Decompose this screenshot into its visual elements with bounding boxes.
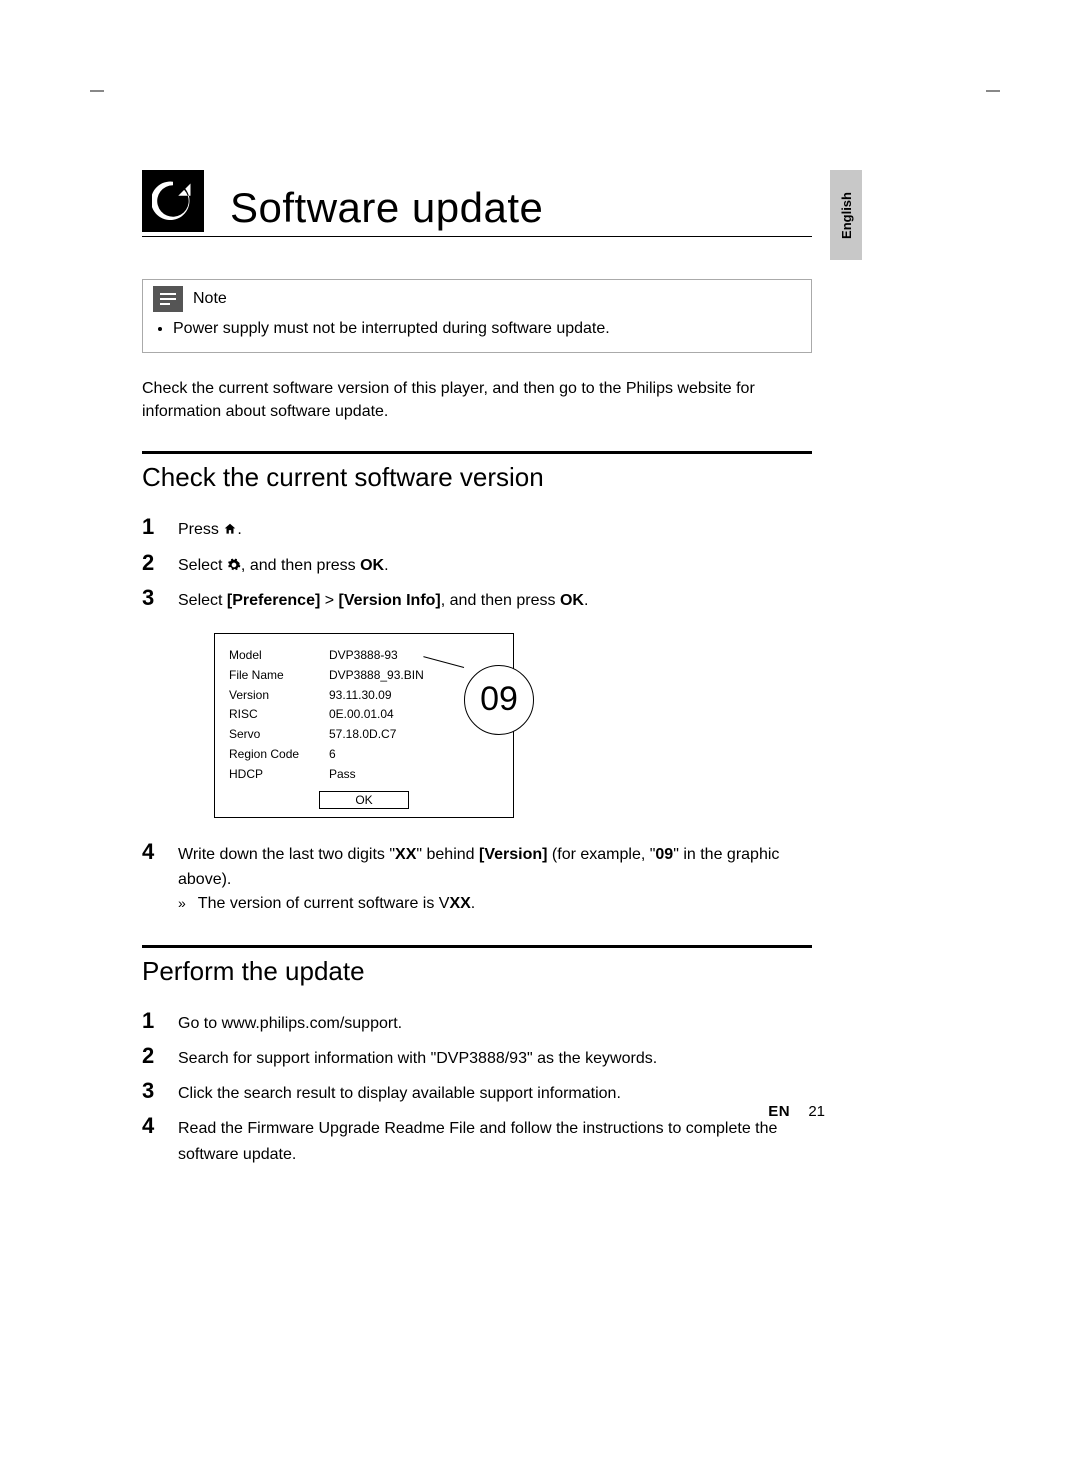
footer-page: 21 (808, 1103, 825, 1120)
info-key: File Name (229, 666, 329, 686)
crop-mark (986, 90, 1000, 92)
info-row: Region Code6 (229, 745, 499, 765)
callout-circle: 09 (464, 665, 534, 735)
ok-button[interactable]: OK (319, 791, 409, 809)
info-key: HDCP (229, 765, 329, 785)
step-number: 2 (142, 1038, 162, 1073)
info-key: Region Code (229, 745, 329, 765)
crop-mark (90, 90, 104, 92)
step-number: 3 (142, 1073, 162, 1108)
page-content: Software update Note Power supply must n… (142, 170, 812, 1185)
step-1: 1 Press . (142, 509, 812, 544)
step-2: 2 Search for support information with "D… (142, 1038, 812, 1073)
note-body: Power supply must not be interrupted dur… (143, 316, 811, 352)
arrow-icon: » (178, 895, 186, 913)
home-icon (223, 522, 237, 536)
section-title-check: Check the current software version (142, 462, 812, 493)
section-divider (142, 945, 812, 948)
steps-check-cont: 4 Write down the last two digits "XX" be… (142, 834, 812, 913)
step-number: 1 (142, 509, 162, 544)
step-body: Go to www.philips.com/support. (178, 1011, 812, 1037)
step-number: 4 (142, 834, 162, 869)
info-row: RISC0E.00.01.04 (229, 705, 499, 725)
step-body: Search for support information with "DVP… (178, 1046, 812, 1072)
section-divider (142, 451, 812, 454)
step-body: Select [Preference] > [Version Info], an… (178, 588, 812, 614)
steps-perform: 1 Go to www.philips.com/support. 2 Searc… (142, 1003, 812, 1168)
callout-value: 09 (480, 680, 518, 719)
step-body: Click the search result to display avail… (178, 1081, 812, 1107)
footer-lang: EN (768, 1103, 790, 1120)
step-body: Press . (178, 517, 812, 543)
step-4: 4 Read the Firmware Upgrade Readme File … (142, 1108, 812, 1167)
info-row: File NameDVP3888_93.BIN (229, 666, 499, 686)
language-tab-label: English (839, 192, 854, 239)
info-key: Model (229, 646, 329, 666)
info-key: Version (229, 686, 329, 706)
info-row: HDCPPass (229, 765, 499, 785)
section-title-perform: Perform the update (142, 956, 812, 987)
page-footer: EN 21 (768, 1103, 825, 1120)
version-panel-wrap: ModelDVP3888-93File NameDVP3888_93.BINVe… (178, 633, 478, 818)
note-header: Note (143, 280, 811, 316)
note-box: Note Power supply must not be interrupte… (142, 279, 812, 353)
step-body: Write down the last two digits "XX" behi… (178, 842, 812, 893)
info-value: DVP3888-93 (329, 646, 499, 666)
step-number: 4 (142, 1108, 162, 1143)
info-value: 6 (329, 745, 499, 765)
version-info-panel: ModelDVP3888-93File NameDVP3888_93.BINVe… (214, 633, 514, 818)
step-body: Select , and then press OK. (178, 553, 812, 579)
step-4: 4 Write down the last two digits "XX" be… (142, 834, 812, 893)
info-value: Pass (329, 765, 499, 785)
step-number: 3 (142, 580, 162, 615)
steps-check: 1 Press . 2 Select , and then press OK. … (142, 509, 812, 615)
step-1: 1 Go to www.philips.com/support. (142, 1003, 812, 1038)
info-key: Servo (229, 725, 329, 745)
info-row: ModelDVP3888-93 (229, 646, 499, 666)
info-value: 57.18.0D.C7 (329, 725, 499, 745)
language-tab: English (830, 170, 862, 260)
step-number: 1 (142, 1003, 162, 1038)
intro-text: Check the current software version of th… (142, 377, 812, 423)
step-3: 3 Select [Preference] > [Version Info], … (142, 580, 812, 615)
note-icon (153, 286, 183, 312)
sub-text: The version of current software is VXX. (198, 895, 475, 913)
step-2: 2 Select , and then press OK. (142, 545, 812, 580)
info-row: Version93.11.30.09 (229, 686, 499, 706)
refresh-arrow-icon (152, 180, 194, 222)
step-3: 3 Click the search result to display ava… (142, 1073, 812, 1108)
note-label: Note (193, 290, 227, 308)
step-number: 2 (142, 545, 162, 580)
title-row: Software update (142, 170, 812, 237)
sub-bullet: » The version of current software is VXX… (178, 895, 812, 913)
info-key: RISC (229, 705, 329, 725)
note-item: Power supply must not be interrupted dur… (173, 320, 793, 338)
update-icon (142, 170, 204, 232)
info-row: Servo57.18.0D.C7 (229, 725, 499, 745)
gear-icon (227, 558, 241, 572)
step-body: Read the Firmware Upgrade Readme File an… (178, 1116, 812, 1167)
perform-block: Perform the update 1 Go to www.philips.c… (142, 945, 812, 1168)
page-title: Software update (230, 184, 543, 232)
